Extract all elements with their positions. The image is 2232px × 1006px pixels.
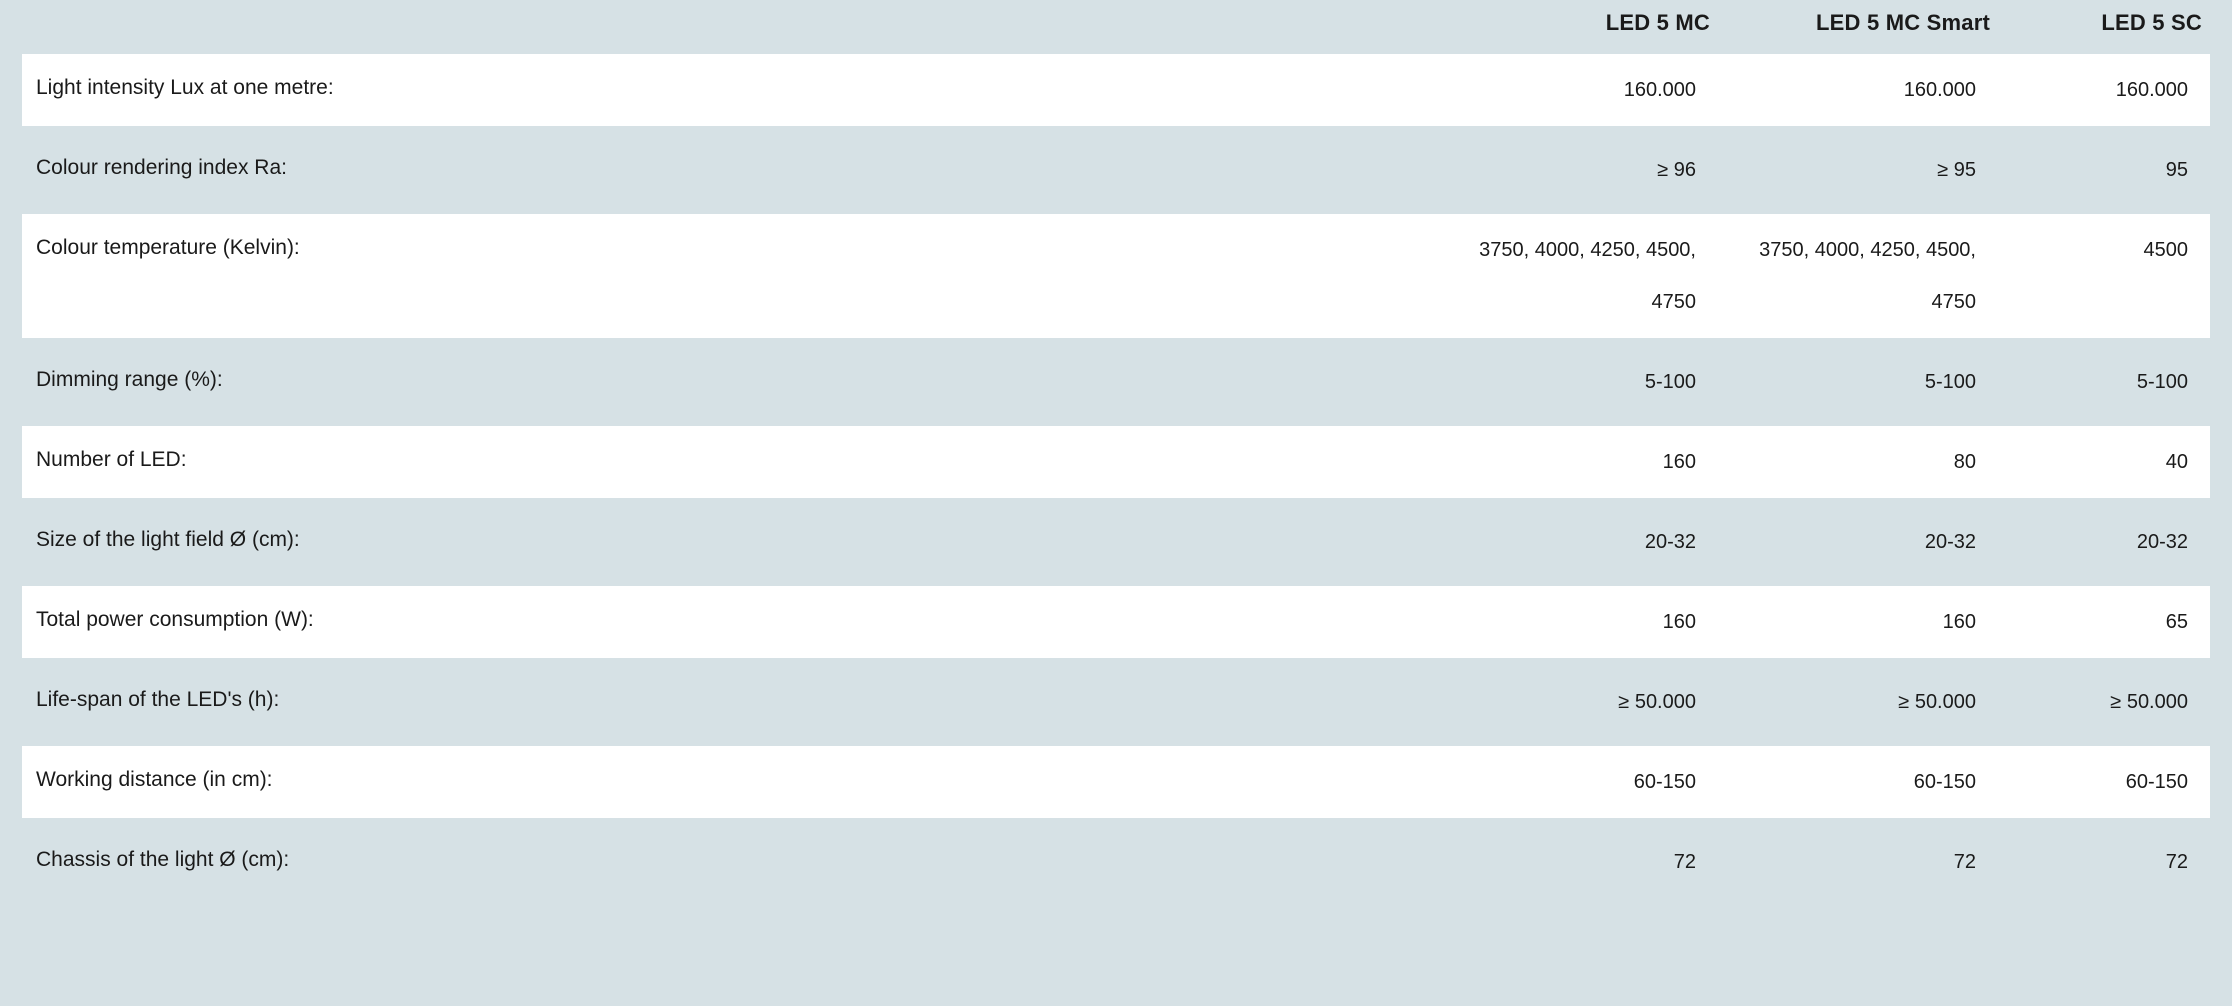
table-row: Chassis of the light Ø (cm): 72 72 72	[22, 826, 2210, 876]
table-row: Working distance (in cm): 60-150 60-150 …	[22, 746, 2210, 818]
column-header: LED 5 MC	[1470, 10, 1750, 36]
row-value: 160	[1456, 596, 1736, 648]
row-value: ≥ 50.000	[2016, 676, 2196, 728]
row-value: 20-32	[1736, 516, 2016, 568]
row-value: 60-150	[1456, 756, 1736, 808]
row-value: 20-32	[2016, 516, 2196, 568]
row-label: Light intensity Lux at one metre:	[36, 76, 1456, 100]
spec-table: LED 5 MC LED 5 MC Smart LED 5 SC Light i…	[0, 0, 2232, 876]
row-value: 4500	[2016, 224, 2196, 276]
row-value: 160.000	[1456, 64, 1736, 116]
table-row: Colour temperature (Kelvin): 3750, 4000,…	[22, 214, 2210, 338]
column-header: LED 5 MC Smart	[1750, 10, 2030, 36]
header-label-spacer	[22, 10, 1470, 36]
row-value: ≥ 95	[1736, 144, 2016, 196]
row-label: Colour temperature (Kelvin):	[36, 236, 1456, 260]
table-row: Dimming range (%): 5-100 5-100 5-100	[22, 346, 2210, 418]
row-value: 5-100	[1456, 356, 1736, 408]
row-value: ≥ 50.000	[1456, 676, 1736, 728]
row-value: 65	[2016, 596, 2196, 648]
row-label: Total power consumption (W):	[36, 608, 1456, 632]
row-value: 72	[1456, 836, 1736, 888]
table-header-row: LED 5 MC LED 5 MC Smart LED 5 SC	[22, 0, 2210, 54]
table-row: Light intensity Lux at one metre: 160.00…	[22, 54, 2210, 126]
row-value: 72	[1736, 836, 2016, 888]
row-value: 5-100	[1736, 356, 2016, 408]
row-value: 80	[1736, 436, 2016, 488]
row-label: Number of LED:	[36, 448, 1456, 472]
row-value: 3750, 4000, 4250, 4500, 4750	[1736, 224, 2016, 328]
row-value: 95	[2016, 144, 2196, 196]
row-value: 72	[2016, 836, 2196, 888]
table-row: Size of the light field Ø (cm): 20-32 20…	[22, 506, 2210, 578]
row-value: 20-32	[1456, 516, 1736, 568]
row-value: 160.000	[1736, 64, 2016, 116]
row-value: ≥ 50.000	[1736, 676, 2016, 728]
row-value: 160	[1736, 596, 2016, 648]
row-label: Chassis of the light Ø (cm):	[36, 848, 1456, 872]
row-value: 160.000	[2016, 64, 2196, 116]
row-value: 60-150	[2016, 756, 2196, 808]
table-row: Total power consumption (W): 160 160 65	[22, 586, 2210, 658]
table-row: Life-span of the LED's (h): ≥ 50.000 ≥ 5…	[22, 666, 2210, 738]
row-label: Working distance (in cm):	[36, 768, 1456, 792]
row-label: Size of the light field Ø (cm):	[36, 528, 1456, 552]
table-row: Number of LED: 160 80 40	[22, 426, 2210, 498]
column-header: LED 5 SC	[2030, 10, 2210, 36]
row-value: 5-100	[2016, 356, 2196, 408]
row-label: Colour rendering index Ra:	[36, 156, 1456, 180]
row-label: Life-span of the LED's (h):	[36, 688, 1456, 712]
table-row: Colour rendering index Ra: ≥ 96 ≥ 95 95	[22, 134, 2210, 206]
row-value: 40	[2016, 436, 2196, 488]
row-value: ≥ 96	[1456, 144, 1736, 196]
row-value: 60-150	[1736, 756, 2016, 808]
row-value: 3750, 4000, 4250, 4500, 4750	[1456, 224, 1736, 328]
row-label: Dimming range (%):	[36, 368, 1456, 392]
row-value: 160	[1456, 436, 1736, 488]
